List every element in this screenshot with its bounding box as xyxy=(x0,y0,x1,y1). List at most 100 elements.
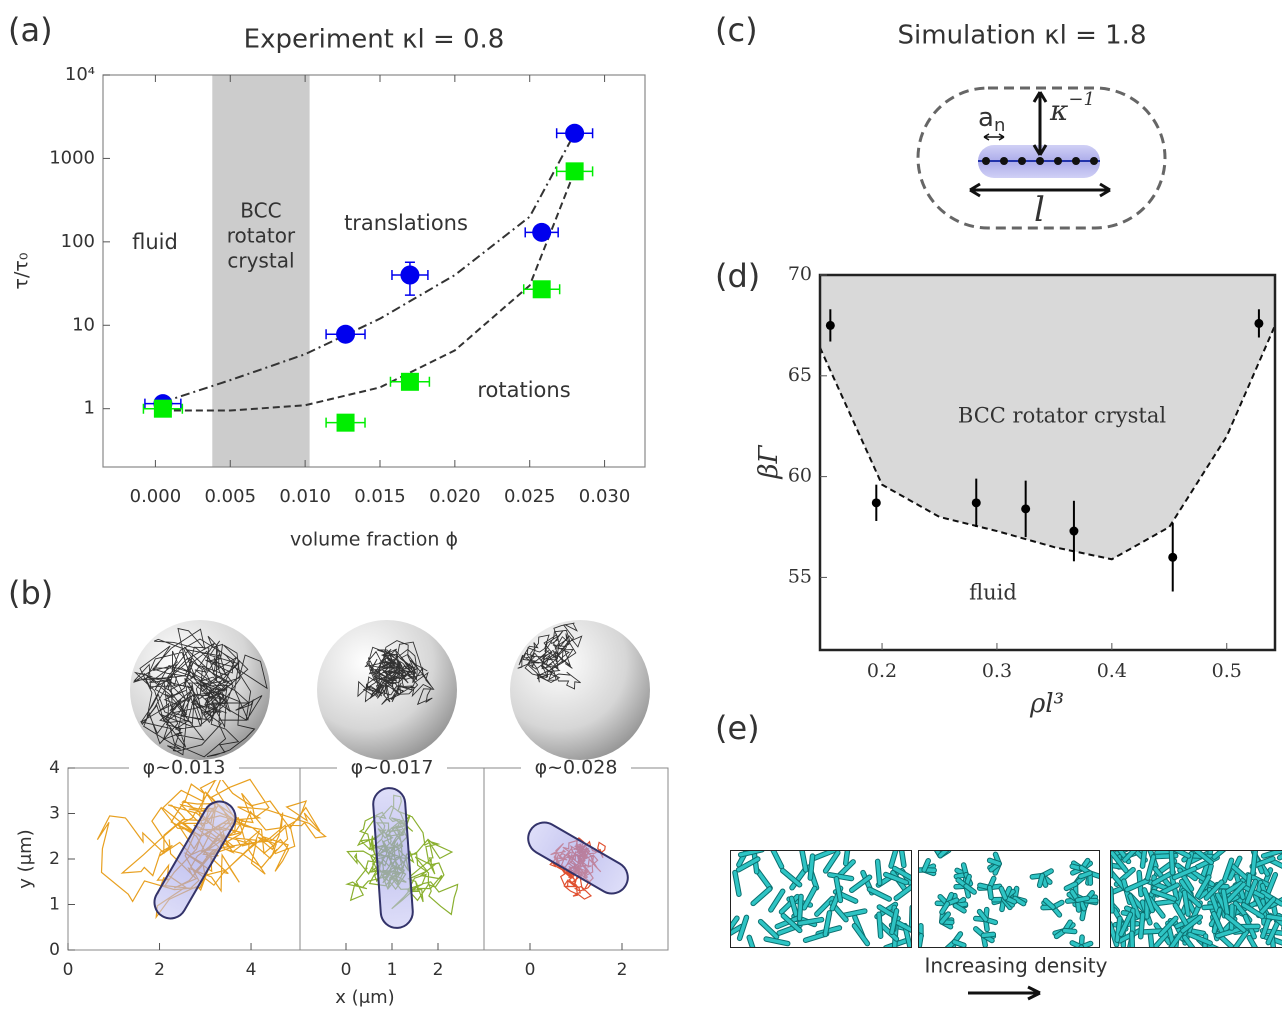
rod xyxy=(990,888,991,898)
rod xyxy=(800,896,801,918)
x-tick-label: 0.2 xyxy=(867,660,897,682)
panel-label: (a) xyxy=(8,11,53,49)
annotation: rotations xyxy=(477,378,570,402)
x-tick-label: 2 xyxy=(617,960,628,980)
bead-label: an xyxy=(978,103,1005,137)
marker xyxy=(972,498,981,507)
rod xyxy=(919,936,921,946)
snapshots xyxy=(723,842,1282,959)
region-label: crystal xyxy=(227,249,294,273)
panel-label: (d) xyxy=(715,257,760,295)
snapshot xyxy=(723,842,918,959)
x-tick-label: 0.005 xyxy=(204,486,256,507)
rod xyxy=(983,934,993,935)
rod xyxy=(810,856,812,878)
annotation: translations xyxy=(344,211,468,235)
screening-label: κ−1 xyxy=(1049,89,1095,127)
caption: Increasing density xyxy=(925,954,1108,978)
x-tick-label: 0.5 xyxy=(1212,660,1242,682)
marker xyxy=(337,414,355,432)
marker xyxy=(565,124,584,143)
y-tick-label: 70 xyxy=(788,263,812,285)
rod xyxy=(1171,851,1172,873)
panel-label: (c) xyxy=(715,11,758,49)
y-tick-label: 4 xyxy=(49,758,60,778)
marker xyxy=(154,400,172,418)
annotation: fluid xyxy=(969,581,1017,605)
plot-area xyxy=(163,75,575,467)
screening-arrow xyxy=(1034,92,1046,155)
rod xyxy=(1150,934,1152,956)
rod xyxy=(1065,931,1075,932)
x-tick-label: 2 xyxy=(433,960,444,980)
marker xyxy=(532,223,551,242)
y-tick-label: 0 xyxy=(49,940,60,960)
sphere xyxy=(317,620,457,760)
marker xyxy=(1168,553,1177,562)
y-tick-label: 1 xyxy=(49,895,60,915)
x-tick-label: 0.010 xyxy=(279,486,331,507)
diagram-title: Simulation κl = 1.8 xyxy=(898,21,1147,51)
marker xyxy=(1254,319,1263,328)
marker xyxy=(566,162,584,180)
x-tick-label: 0.020 xyxy=(429,486,481,507)
panel-label: (b) xyxy=(8,574,53,612)
x-axis-label: volume fraction ϕ xyxy=(290,529,458,551)
x-tick-label: 0 xyxy=(341,960,352,980)
x-tick-label: 0.030 xyxy=(579,486,631,507)
x-tick-label: 0 xyxy=(63,960,74,980)
density-arrow xyxy=(968,987,1040,999)
chart-title: φ~0.013 xyxy=(143,757,226,779)
length-label: l xyxy=(1034,190,1045,230)
rod-diagram: an κ−1 l xyxy=(918,88,1165,230)
marker xyxy=(400,266,419,285)
figure: (a) (b) (c) (d) (e) Simulation κl = 1.8 … xyxy=(0,0,1282,1011)
y-axis-label: βΓ xyxy=(754,445,784,480)
y-tick-label: 10 xyxy=(72,314,95,335)
y-axis-label: y (μm) xyxy=(15,829,36,888)
marker xyxy=(336,325,355,344)
annotation: BCC rotator crystal xyxy=(958,404,1166,428)
y-tick-label: 60 xyxy=(788,465,812,487)
chart: 0 2 4 0 1 2 3 4 φ~0.013 y (μm) xyxy=(15,756,326,980)
chart-title: Experiment κl = 0.8 xyxy=(244,25,505,55)
snapshot xyxy=(911,847,1100,957)
y-tick-label: 3 xyxy=(49,804,60,824)
marker xyxy=(401,373,419,391)
y-tick-label: 1000 xyxy=(49,147,95,168)
region-label: BCC xyxy=(240,199,281,223)
x-tick-label: 4 xyxy=(246,960,257,980)
y-tick-label: 55 xyxy=(788,565,812,587)
chart: BCCrotatorcrystal0.0000.0050.0100.0150.0… xyxy=(11,25,646,551)
marker xyxy=(533,280,551,298)
rod xyxy=(149,796,242,925)
y-tick-label: 65 xyxy=(788,364,812,386)
rod xyxy=(878,861,880,883)
x-tick-label: 2 xyxy=(154,960,165,980)
x-tick-label: 0 xyxy=(525,960,536,980)
x-tick-label: 0.025 xyxy=(504,486,556,507)
marker xyxy=(826,321,835,330)
y-tick-label: 2 xyxy=(49,849,60,869)
rod xyxy=(372,787,414,929)
sphere-trajectories xyxy=(130,620,650,760)
x-axis-label: x (μm) xyxy=(335,987,394,1008)
x-tick-label: 0.4 xyxy=(1097,660,1127,682)
rod xyxy=(1141,915,1143,937)
annotation: fluid xyxy=(132,230,178,254)
y-tick-label: 1 xyxy=(84,398,95,419)
x-tick-label: 0.3 xyxy=(982,660,1012,682)
chart: 0.20.30.40.555606570ρl³βΓBCC rotator cry… xyxy=(754,263,1275,719)
region-label: rotator xyxy=(227,224,296,248)
rod xyxy=(879,914,881,936)
marker xyxy=(1069,527,1078,536)
snapshot xyxy=(1102,843,1282,958)
y-axis-label: τ/τ₀ xyxy=(11,253,33,290)
x-tick-label: 0.000 xyxy=(130,486,182,507)
panel-label: (e) xyxy=(715,709,760,747)
x-tick-label: 1 xyxy=(387,960,398,980)
rod xyxy=(1078,898,1088,900)
y-tick-label: 100 xyxy=(61,231,95,252)
